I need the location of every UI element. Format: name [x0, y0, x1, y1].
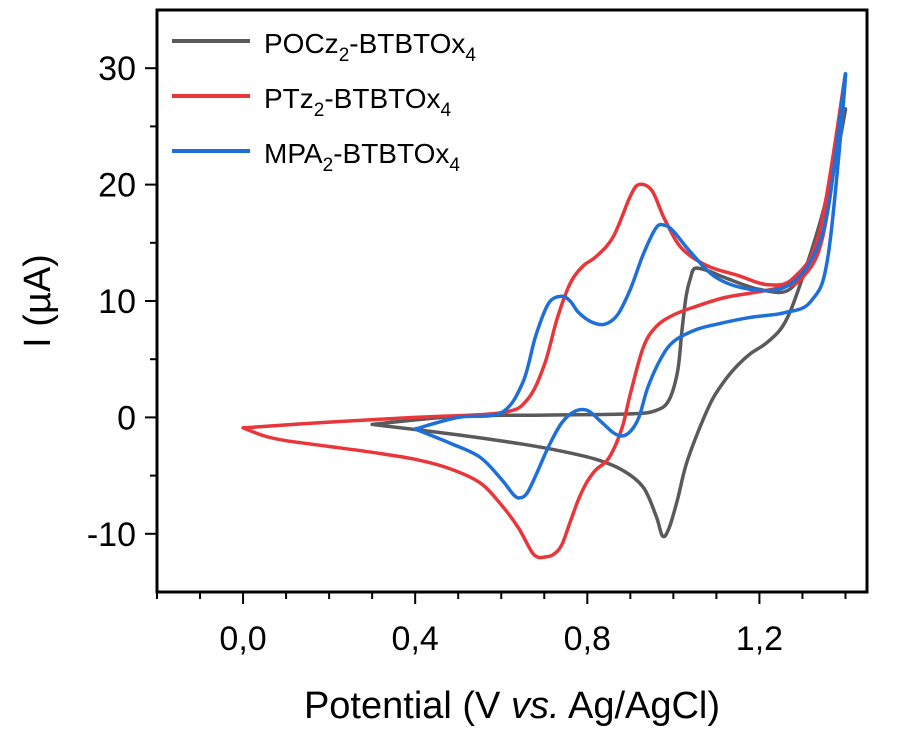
legend: POCz2-BTBTOx4 PTz2-BTBTOx4 MPA2-BTBTOx4	[172, 28, 476, 176]
x-axis-title-part: Ag/AgCl)	[560, 685, 721, 727]
legend-label-0: POCz2-BTBTOx4	[264, 28, 476, 66]
series-layer	[241, 72, 848, 560]
legend-label-2: MPA2-BTBTOx4	[264, 138, 460, 176]
x-axis-title-part: Potential (V	[304, 685, 511, 727]
x-tick-label: 1,2	[736, 620, 783, 658]
x-tick-label: 0,8	[564, 620, 611, 658]
y-tick-label: -10	[87, 516, 136, 554]
y-tick-label: 20	[98, 167, 136, 205]
x-axis-title: Potential (V vs. Ag/AgCl)	[304, 685, 720, 727]
series-line-2	[413, 72, 848, 500]
y-tick-label: 10	[98, 283, 136, 321]
y-tick-label: 0	[117, 399, 136, 437]
series-line-1	[241, 72, 848, 560]
ticks-layer: 0,0 0,4 0,8 1,2 -10 0 10 20 30	[87, 50, 847, 658]
x-axis-title-italic: vs.	[511, 685, 560, 727]
x-tick-label: 0,0	[219, 620, 266, 658]
y-tick-label: 30	[98, 50, 136, 88]
x-tick-label: 0,4	[392, 620, 439, 658]
y-axis-title: I (µA)	[17, 254, 59, 348]
legend-label-1: PTz2-BTBTOx4	[264, 83, 452, 121]
